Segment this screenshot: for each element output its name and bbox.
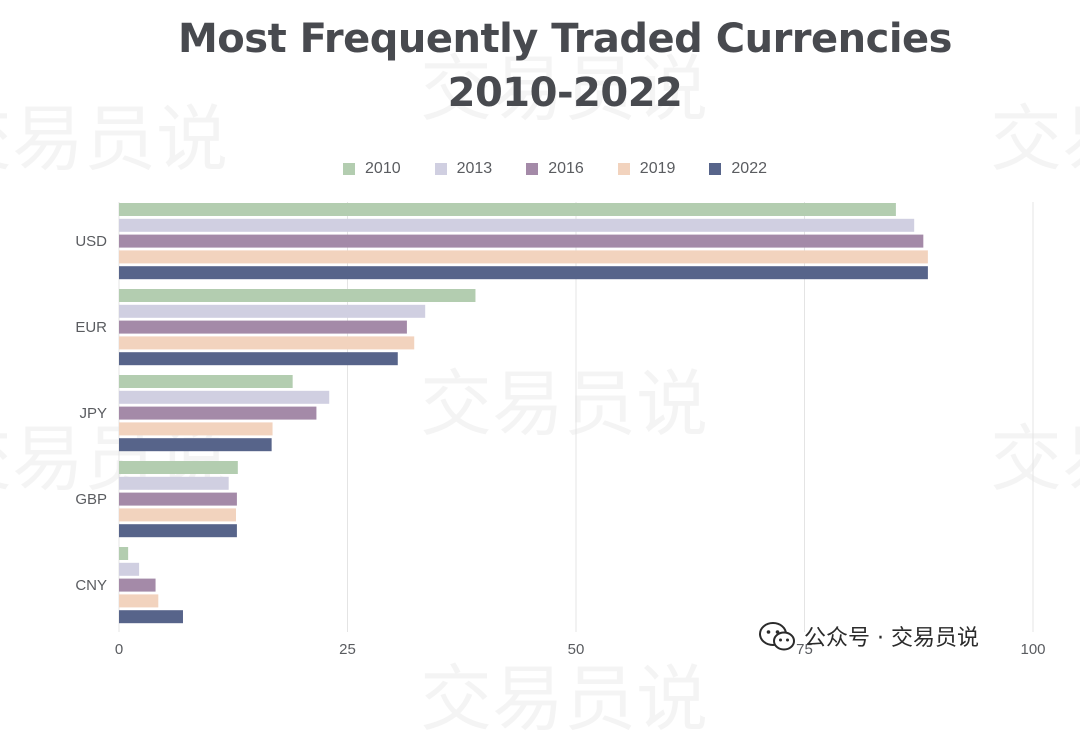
bar-eur-2022 bbox=[119, 352, 398, 366]
bar-usd-2022 bbox=[119, 266, 928, 280]
legend-swatch bbox=[617, 163, 630, 175]
bar-eur-2013 bbox=[119, 304, 426, 318]
legend-label: 2019 bbox=[639, 160, 676, 177]
legend-label: 2013 bbox=[456, 160, 493, 177]
legend-swatch bbox=[343, 163, 356, 175]
y-category-label: USD bbox=[75, 233, 107, 250]
legend-label: 2016 bbox=[548, 160, 584, 177]
legend-item-2013: 2013 bbox=[434, 160, 493, 178]
bar-usd-2016 bbox=[119, 234, 924, 248]
bar-cny-2016 bbox=[119, 578, 156, 592]
legend-label: 2022 bbox=[731, 160, 767, 177]
y-category-label: EUR bbox=[75, 319, 107, 336]
bar-usd-2010 bbox=[119, 203, 896, 216]
bar-gbp-2022 bbox=[119, 524, 237, 538]
chart-title: Most Frequently Traded Currencies 2010-2… bbox=[0, 12, 1080, 120]
x-tick-label: 75 bbox=[796, 641, 813, 658]
bar-cny-2022 bbox=[119, 610, 183, 624]
y-category-label: GBP bbox=[75, 491, 107, 508]
bar-cny-2013 bbox=[119, 562, 140, 576]
bar-gbp-2013 bbox=[119, 476, 229, 490]
bar-eur-2016 bbox=[119, 320, 407, 334]
legend-swatch bbox=[434, 163, 447, 175]
bar-gbp-2016 bbox=[119, 492, 237, 506]
wechat-credit-text: 公众号 · 交易员说 bbox=[804, 626, 979, 651]
bar-usd-2019 bbox=[119, 250, 928, 264]
chart-title-line1: Most Frequently Traded Currencies bbox=[178, 16, 953, 62]
bar-usd-2013 bbox=[119, 218, 915, 232]
y-category-label: CNY bbox=[75, 577, 107, 594]
bar-jpy-2013 bbox=[119, 390, 330, 404]
bar-eur-2010 bbox=[119, 289, 476, 302]
bar-cny-2010 bbox=[119, 547, 129, 560]
legend-item-2019: 2019 bbox=[617, 160, 676, 178]
y-category-label: JPY bbox=[79, 405, 107, 422]
x-tick-label: 25 bbox=[339, 641, 356, 658]
wechat-credit: 公众号 · 交易员说 bbox=[758, 620, 979, 652]
wechat-icon bbox=[758, 621, 796, 651]
bar-jpy-2010 bbox=[119, 375, 293, 388]
bar-gbp-2010 bbox=[119, 461, 238, 474]
legend-item-2010: 2010 bbox=[343, 160, 401, 178]
bar-jpy-2016 bbox=[119, 406, 317, 420]
chart-title-line2: 2010-2022 bbox=[447, 70, 683, 116]
x-tick-label: 0 bbox=[115, 641, 123, 658]
bar-gbp-2019 bbox=[119, 508, 236, 522]
legend-item-2022: 2022 bbox=[709, 160, 767, 178]
legend-item-2016: 2016 bbox=[526, 160, 584, 178]
x-tick-label: 50 bbox=[568, 641, 585, 658]
bar-chart: 0 25 50 75 100 USD EUR JPY GBP CNY bbox=[75, 202, 1046, 658]
legend-label: 2010 bbox=[365, 160, 401, 177]
bar-jpy-2019 bbox=[119, 422, 273, 436]
bar-jpy-2022 bbox=[119, 438, 272, 452]
x-tick-label: 100 bbox=[1020, 641, 1045, 658]
chart-legend: 2010 2013 2016 2019 2022 bbox=[0, 160, 1080, 178]
legend-swatch bbox=[709, 163, 722, 175]
bar-cny-2019 bbox=[119, 594, 159, 608]
bar-eur-2019 bbox=[119, 336, 415, 350]
legend-swatch bbox=[526, 163, 539, 175]
